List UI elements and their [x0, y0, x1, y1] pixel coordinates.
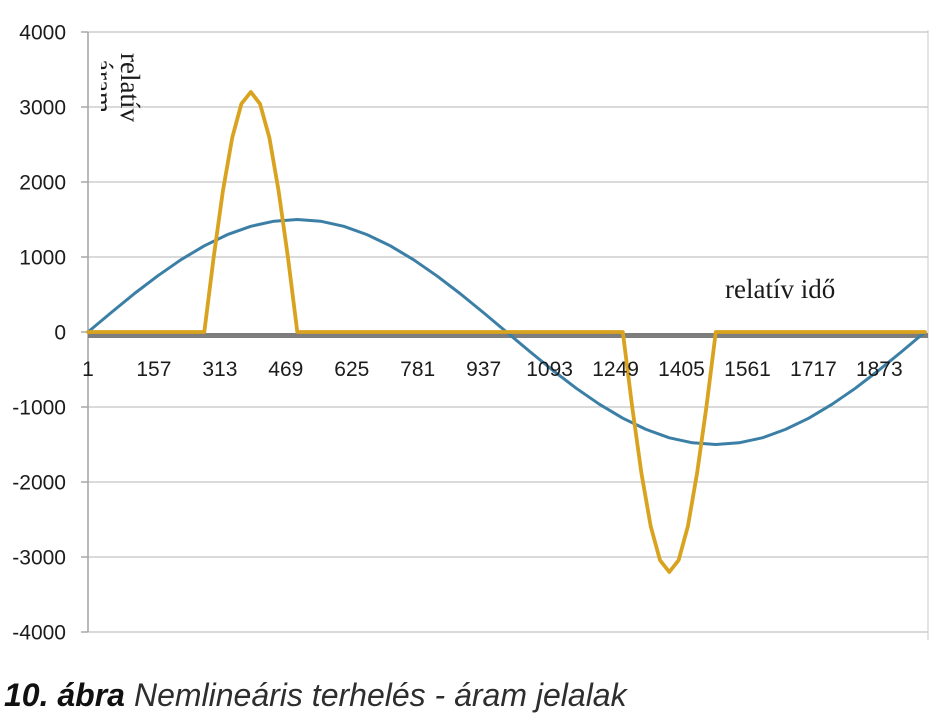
y-tick-label: -4000: [12, 622, 66, 645]
y-tick-label: -1000: [12, 397, 66, 420]
series-group: [86, 90, 927, 574]
y-tick-label: -2000: [12, 472, 66, 495]
x-tick-label: 469: [268, 358, 303, 381]
x-axis-label: relatív idő: [725, 274, 835, 304]
x-tick-label: 625: [334, 358, 369, 381]
x-tick-label: 1093: [526, 358, 573, 381]
x-tick-label: 1: [82, 358, 94, 381]
gridlines: [88, 31, 928, 633]
y-tick-label: 1000: [19, 247, 66, 270]
x-tick-label: 313: [202, 358, 237, 381]
y-tick-label: 3000: [19, 97, 66, 120]
x-tick-label: 157: [136, 358, 171, 381]
y-axis-label-line-2: áram: [88, 59, 118, 113]
x-tick-label: 1405: [658, 358, 705, 381]
y-tick-label: 2000: [19, 172, 66, 195]
x-tick-label: 1561: [724, 358, 771, 381]
series-line-2: [86, 90, 927, 574]
y-tick-label: 4000: [19, 22, 66, 45]
x-tick-label: 781: [400, 358, 435, 381]
x-tick-labels: 1 157 313 469 625 781 937 1093 1249 1405 1561 1717 1…: [82, 358, 903, 381]
x-tick-label: 1249: [592, 358, 639, 381]
y-tick-label: 0: [54, 322, 66, 345]
y-axis-label-line-1: relatív: [115, 53, 145, 122]
x-tick-label: 937: [466, 358, 501, 381]
y-axis-label-line-2-clip: áram: [88, 59, 118, 113]
x-tick-label: 1717: [790, 358, 837, 381]
y-tick-label: -3000: [12, 547, 66, 570]
y-tick-labels: 4000 3000 2000 1000 0 -1000 -2000 -3000 -4000: [12, 22, 66, 645]
figure-number: 10. ábra: [4, 677, 125, 713]
x-tick-label: 1873: [856, 358, 903, 381]
figure-caption: 10. ábra Nemlineáris terhelés - áram jela…: [4, 675, 627, 715]
figure-caption-text: Nemlineáris terhelés - áram jelalak: [133, 677, 627, 713]
